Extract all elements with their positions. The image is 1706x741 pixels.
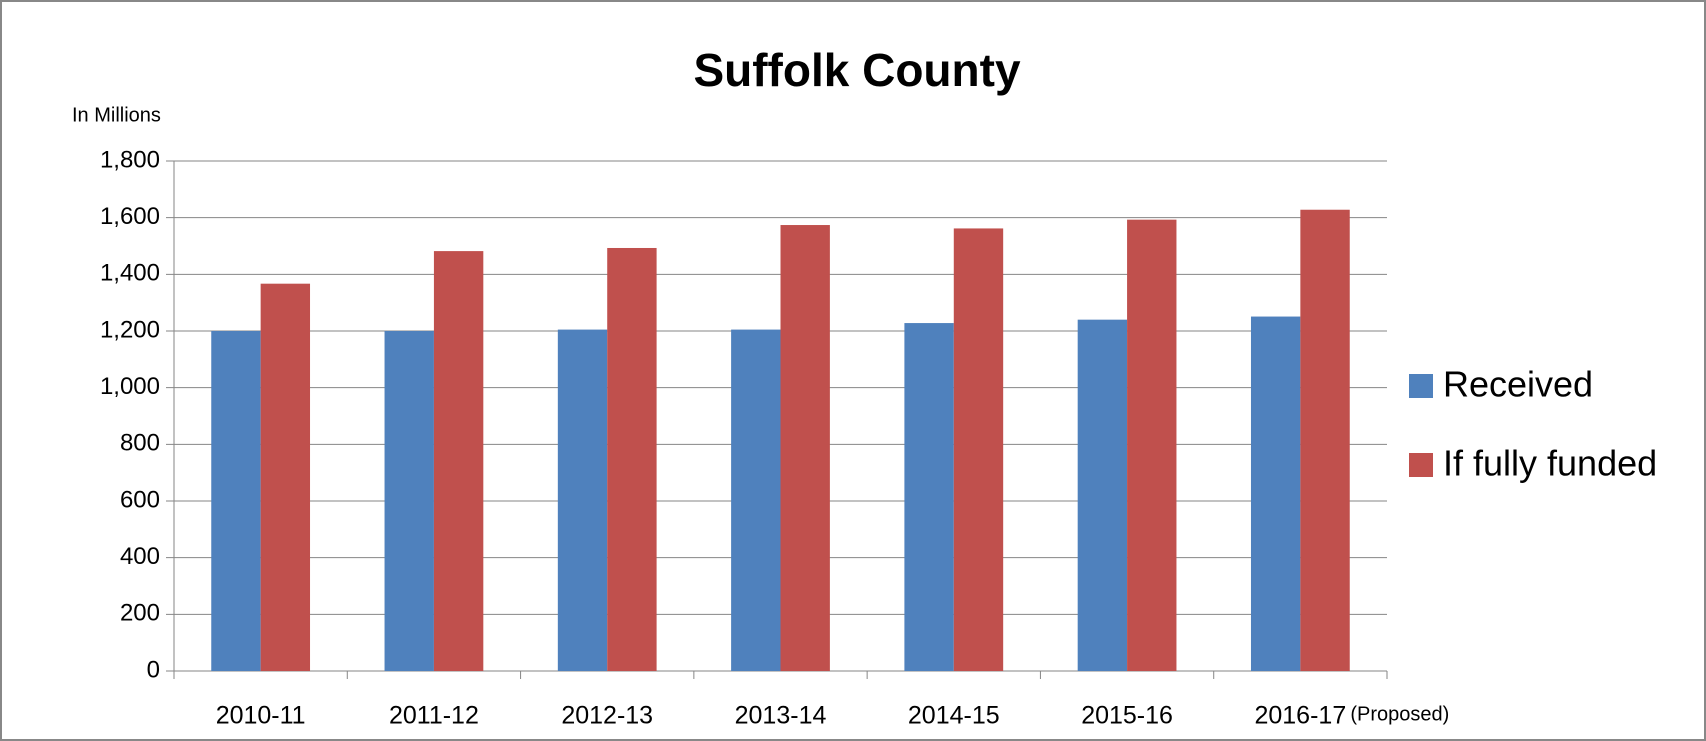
x-tick-label: 2016-17 bbox=[1254, 702, 1346, 730]
y-tick-label: 400 bbox=[120, 543, 160, 570]
y-tick-label: 1,200 bbox=[100, 316, 160, 343]
bar bbox=[211, 331, 261, 671]
y-tick-label: 1,400 bbox=[100, 260, 160, 287]
bar bbox=[260, 283, 311, 671]
bar bbox=[904, 323, 954, 671]
bar bbox=[1300, 209, 1350, 671]
x-tick-label: 2013-14 bbox=[735, 702, 827, 730]
y-axis-label: In Millions bbox=[72, 104, 161, 126]
y-tick-label: 1,000 bbox=[100, 373, 160, 400]
bar bbox=[953, 228, 1004, 671]
x-tick-label: 2011-12 bbox=[389, 702, 479, 730]
legend-swatch bbox=[1409, 374, 1433, 398]
y-tick-label: 0 bbox=[147, 656, 160, 683]
y-tick-label: 200 bbox=[120, 600, 160, 627]
x-tick-label: 2014-15 bbox=[908, 702, 1000, 730]
x-tick-label: 2015-16 bbox=[1081, 702, 1173, 730]
y-tick-label: 1,600 bbox=[100, 203, 160, 230]
bar bbox=[731, 329, 781, 671]
x-tick-label: 2012-13 bbox=[561, 702, 653, 730]
chart-title: Suffolk County bbox=[693, 44, 1020, 96]
bar bbox=[384, 331, 434, 671]
y-tick-label: 800 bbox=[120, 430, 160, 457]
legend-label: If fully funded bbox=[1443, 443, 1657, 484]
bar bbox=[433, 251, 484, 671]
bar bbox=[1127, 219, 1177, 671]
legend-label: Received bbox=[1443, 364, 1593, 405]
bar bbox=[557, 329, 608, 671]
bar bbox=[780, 225, 830, 672]
legend-swatch bbox=[1409, 453, 1433, 477]
annotation: (Proposed) bbox=[1350, 703, 1449, 725]
bar bbox=[1077, 319, 1128, 671]
y-tick-label: 1,800 bbox=[100, 146, 160, 173]
bar bbox=[607, 247, 657, 671]
bar bbox=[1250, 316, 1301, 671]
y-tick-label: 600 bbox=[120, 486, 160, 513]
x-tick-label: 2010-11 bbox=[216, 702, 306, 730]
